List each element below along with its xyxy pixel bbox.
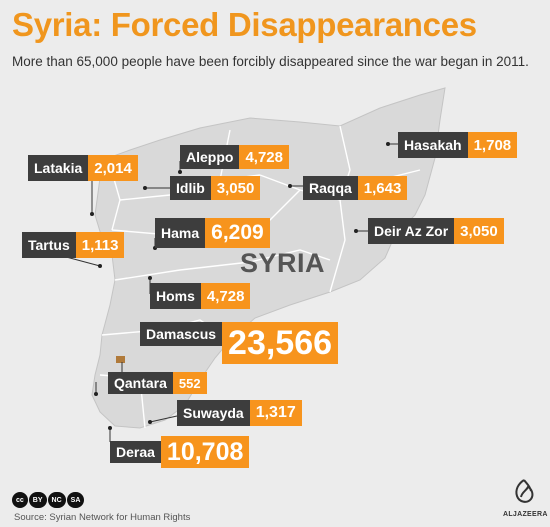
callout-raqqa: Raqqa 1,643 xyxy=(303,176,408,200)
callout-idlib: Idlib 3,050 xyxy=(170,176,261,200)
country-label: SYRIA xyxy=(240,248,326,278)
province-name: Latakia xyxy=(28,155,89,181)
logo-wordmark: ALJAZEERA xyxy=(503,511,548,518)
province-name: Homs xyxy=(150,283,201,309)
callout-hama: Hama 6,209 xyxy=(155,218,270,248)
province-name: Qantara xyxy=(108,372,173,394)
province-value: 552 xyxy=(172,372,207,394)
province-name: Tartus xyxy=(22,232,76,258)
province-name: Aleppo xyxy=(180,145,240,169)
al-jazeera-logo: ALJAZEERA xyxy=(503,478,548,518)
province-name: Raqqa xyxy=(303,176,358,200)
page-subtitle: More than 65,000 people have been forcib… xyxy=(12,54,529,69)
province-value: 4,728 xyxy=(239,145,289,169)
cc-nc-icon: NC xyxy=(47,492,66,508)
province-value: 3,050 xyxy=(454,218,504,244)
callout-aleppo: Aleppo 4,728 xyxy=(180,145,289,169)
province-name: Deraa xyxy=(110,441,161,463)
callout-tartus: Tartus 1,113 xyxy=(22,232,125,258)
creative-commons-badge: cc BY NC SA xyxy=(12,492,85,508)
province-value: 1,113 xyxy=(75,232,125,258)
city-dots xyxy=(90,142,390,430)
page-title: Syria: Forced Disappearances xyxy=(12,6,477,43)
province-value: 2,014 xyxy=(88,155,138,181)
province-value: 1,317 xyxy=(249,400,302,426)
cc-sa-icon: SA xyxy=(66,492,85,508)
province-value: 10,708 xyxy=(160,436,250,468)
al-jazeera-logo-icon xyxy=(515,479,534,503)
province-value: 4,728 xyxy=(200,283,251,309)
province-value: 1,643 xyxy=(357,176,408,200)
callout-deir-az-zor: Deir Az Zor 3,050 xyxy=(368,218,504,244)
source-note: Source: Syrian Network for Human Rights xyxy=(14,512,191,523)
cc-icon: cc xyxy=(12,492,28,508)
province-name: Idlib xyxy=(170,176,211,200)
qantara-marker xyxy=(116,356,125,363)
province-value: 1,708 xyxy=(467,132,518,158)
province-value: 23,566 xyxy=(222,322,339,364)
callout-suwayda: Suwayda 1,317 xyxy=(177,400,302,426)
province-value: 6,209 xyxy=(205,218,270,248)
callout-hasakah: Hasakah 1,708 xyxy=(398,132,518,158)
callout-damascus: Damascus 23,566 xyxy=(140,322,339,364)
cc-by-icon: BY xyxy=(28,492,47,508)
province-name: Hasakah xyxy=(398,132,468,158)
province-name: Deir Az Zor xyxy=(368,218,455,244)
province-name: Suwayda xyxy=(177,400,250,426)
callout-homs: Homs 4,728 xyxy=(150,283,251,309)
province-name: Hama xyxy=(155,218,206,248)
province-value: 3,050 xyxy=(210,176,261,200)
callout-latakia: Latakia 2,014 xyxy=(28,155,138,181)
province-name: Damascus xyxy=(140,322,223,346)
callout-qantara: Qantara 552 xyxy=(108,372,207,394)
callout-deraa: Deraa 10,708 xyxy=(110,436,250,468)
